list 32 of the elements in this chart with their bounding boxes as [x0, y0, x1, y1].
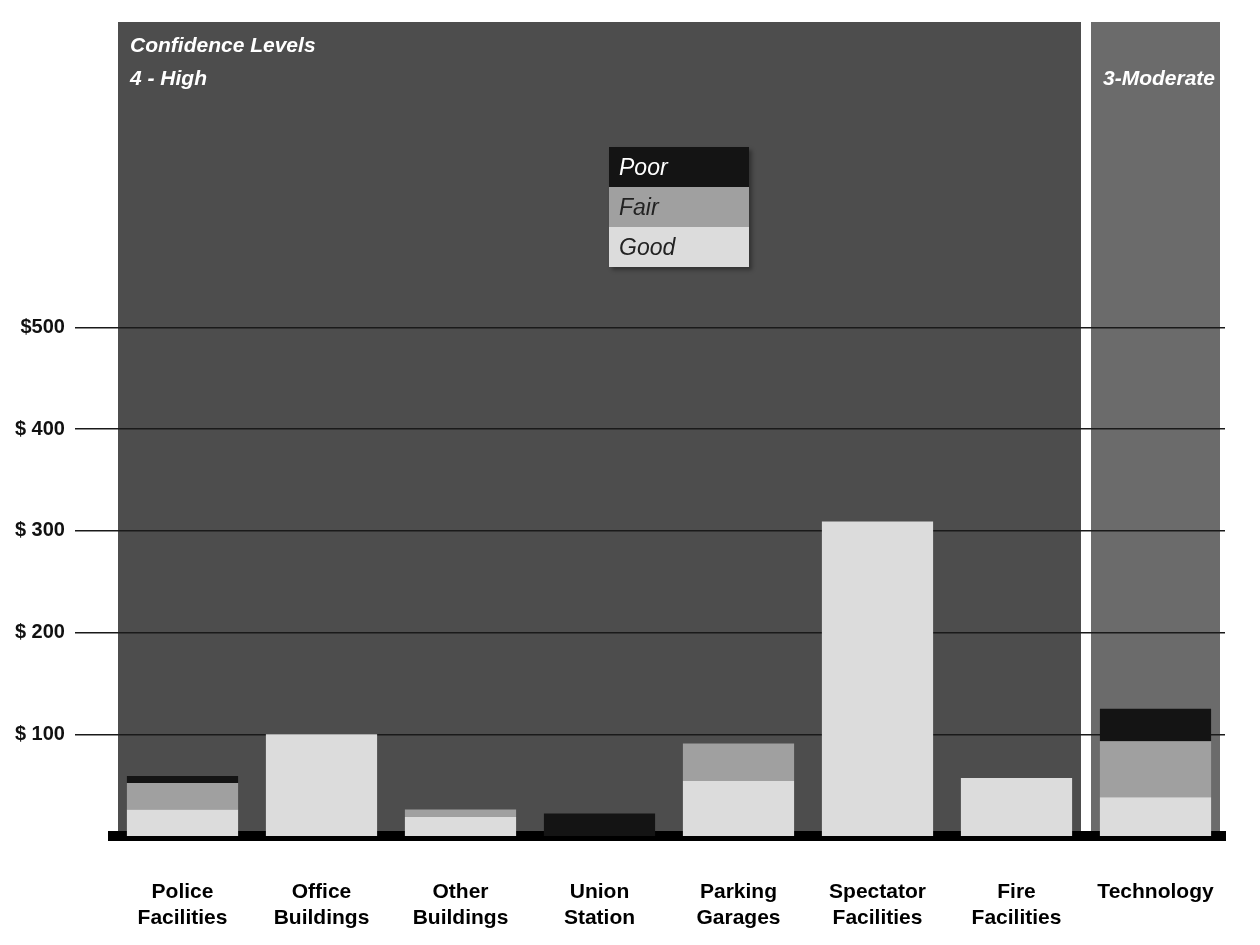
bar	[404, 809, 517, 817]
bar	[404, 816, 517, 836]
text: Fair	[609, 187, 749, 227]
bar	[126, 809, 239, 836]
bar	[682, 781, 795, 836]
bar	[126, 783, 239, 810]
x-tick-label: Fire Facilities	[971, 879, 1062, 928]
bar	[126, 775, 239, 784]
x-tick-label: Police Facilities	[137, 879, 228, 928]
y-tick-label: $ 300	[14, 518, 65, 541]
band-label: 4 - High	[129, 65, 207, 89]
x-tick-label: Office Buildings	[273, 879, 370, 928]
y-tick-label: $ 100	[14, 721, 65, 744]
bar	[682, 743, 795, 782]
bar	[543, 813, 656, 836]
x-tick-label: Parking Garages	[696, 879, 781, 928]
x-tick-label: Spectator Facilities	[829, 879, 926, 928]
bar	[265, 734, 378, 836]
text: Poor	[609, 147, 749, 187]
annotation: Confidence Levels	[130, 32, 316, 56]
y-tick-label: $ 200	[14, 620, 65, 643]
bar	[1099, 797, 1212, 836]
bar	[1099, 741, 1212, 798]
band-label: 3-Moderate	[1103, 65, 1216, 89]
x-tick-label: Technology	[1097, 879, 1214, 903]
text: Good	[609, 227, 749, 267]
y-tick-label: $ 400	[14, 416, 65, 439]
bar	[821, 521, 934, 836]
x-tick-label: Other Buildings	[412, 879, 509, 928]
x-tick-label: Union Station	[563, 879, 636, 928]
y-tick-label: $500	[20, 314, 65, 337]
bar	[960, 778, 1073, 836]
